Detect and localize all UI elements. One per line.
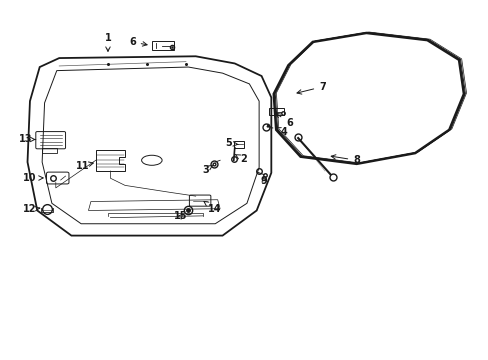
Text: 6: 6	[275, 113, 292, 128]
Text: 10: 10	[23, 173, 43, 183]
Text: 4: 4	[275, 127, 287, 136]
Text: 7: 7	[296, 82, 325, 94]
Text: 2: 2	[234, 154, 246, 164]
Text: 5: 5	[225, 139, 238, 148]
Text: 3: 3	[202, 165, 212, 175]
Text: 6: 6	[129, 37, 147, 47]
Text: 11: 11	[76, 161, 93, 171]
Text: 13: 13	[19, 135, 36, 144]
Text: 12: 12	[23, 204, 40, 215]
Text: 14: 14	[203, 202, 221, 214]
Text: 8: 8	[330, 155, 359, 165]
Text: 9: 9	[260, 176, 267, 186]
Text: 1: 1	[104, 33, 111, 51]
Text: 15: 15	[174, 211, 187, 221]
